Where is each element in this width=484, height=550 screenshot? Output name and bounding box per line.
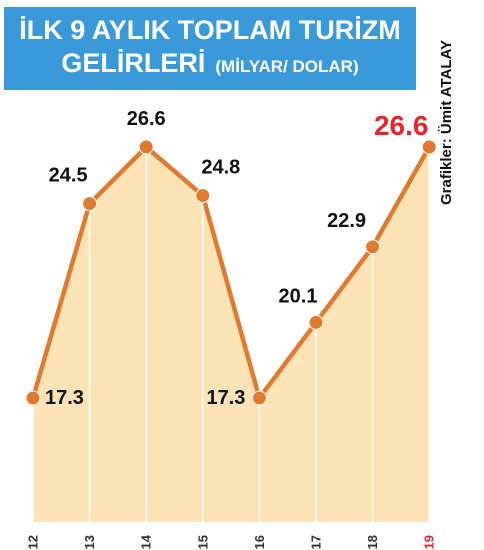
data-point-2019 (421, 139, 437, 155)
x-tick-label-2012: 2012 (26, 535, 41, 550)
data-point-2014 (138, 139, 154, 155)
data-point-2016 (251, 390, 267, 406)
data-point-2015 (195, 188, 211, 204)
chart-title-line2-row: GELİRLERİ (MİLYAR/ DOLAR) (4, 47, 416, 83)
x-tick-label-2015: 2015 (195, 535, 210, 550)
chart-title-banner: İLK 9 AYLIK TOPLAM TURİZM GELİRLERİ (MİLY… (4, 7, 416, 90)
chart-title-line1: İLK 9 AYLIK TOPLAM TURİZM (19, 15, 401, 45)
chart-unit-label: (MİLYAR/ DOLAR) (215, 57, 359, 76)
data-point-2017 (308, 314, 324, 330)
x-tick-label-2013: 2013 (82, 535, 97, 550)
x-tick-label-2017: 2017 (309, 535, 324, 550)
chart-title-line2: GELİRLERİ (61, 48, 206, 78)
data-point-2018 (365, 239, 381, 255)
data-point-2012 (25, 390, 41, 406)
value-label-2012: 17.3 (45, 387, 84, 409)
value-label-2014: 26.6 (127, 108, 166, 130)
x-tick-label-2019: 2019 (422, 535, 437, 550)
x-tick-label-2016: 2016 (252, 535, 267, 550)
value-label-2013: 24.5 (49, 165, 88, 187)
area-fill (33, 147, 430, 522)
value-label-2019: 26.6 (374, 110, 429, 141)
value-label-2015: 24.8 (201, 157, 240, 179)
value-label-2017: 20.1 (279, 285, 318, 307)
value-label-2018: 22.9 (327, 210, 366, 232)
x-tick-label-2018: 2018 (365, 535, 380, 550)
data-point-2013 (82, 196, 98, 212)
x-tick-label-2014: 2014 (139, 534, 154, 550)
series-line (30, 144, 432, 401)
value-label-2016: 17.3 (206, 387, 245, 409)
